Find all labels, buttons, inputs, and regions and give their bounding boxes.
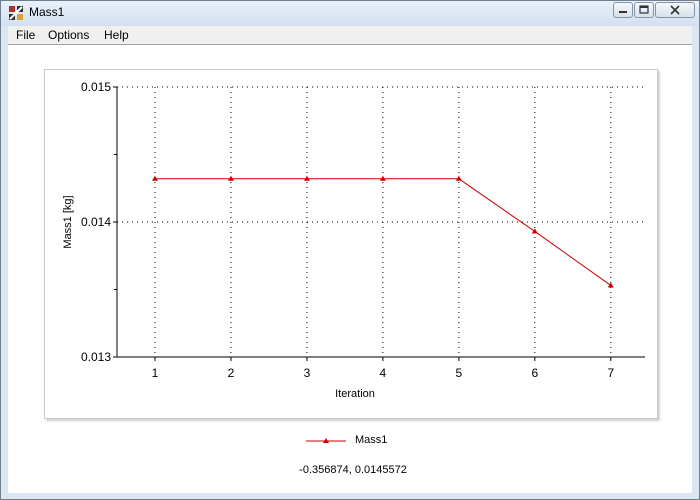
- x-tick-label: 1: [152, 366, 159, 380]
- x-tick-label: 5: [456, 366, 463, 380]
- data-point-marker: [455, 175, 462, 181]
- x-axis-label: Iteration: [335, 388, 375, 400]
- minimize-icon: [619, 11, 627, 13]
- data-point-marker: [531, 228, 538, 234]
- data-point-marker: [303, 175, 310, 181]
- plot-area: 0.013 0.014 0.015 1 2 3 4 5 6 7 Iteration Mass1 [kg…: [8, 44, 692, 493]
- data-point-marker: [379, 175, 386, 181]
- title-bar[interactable]: Mass1: [1, 1, 699, 26]
- data-point-marker: [607, 282, 614, 288]
- y-tick-label: 0.014: [81, 215, 111, 229]
- y-tick-label: 0.013: [81, 350, 111, 364]
- cursor-coordinates: -0.356874, 0.0145572: [299, 464, 407, 476]
- y-axis-label: Mass1 [kg]: [62, 195, 74, 248]
- legend: Mass1: [304, 433, 424, 449]
- window-title: Mass1: [29, 5, 65, 19]
- data-point-marker: [151, 175, 158, 181]
- close-button[interactable]: [655, 2, 695, 18]
- x-tick-label: 6: [531, 366, 538, 380]
- data-point-marker: [227, 175, 234, 181]
- menu-bar: File Options Help: [8, 26, 692, 44]
- close-icon: [670, 5, 680, 15]
- maximize-button[interactable]: [634, 2, 654, 18]
- menu-options[interactable]: Options: [48, 28, 90, 42]
- chart-frame[interactable]: 0.013 0.014 0.015 1 2 3 4 5 6 7 Iteration Mass1 [kg…: [44, 69, 658, 419]
- x-tick-label: 4: [380, 366, 387, 380]
- x-tick-label: 3: [304, 366, 311, 380]
- menu-file[interactable]: File: [16, 28, 36, 42]
- legend-label-mass1: Mass1: [355, 434, 388, 446]
- menu-help[interactable]: Help: [104, 28, 129, 42]
- x-tick-label: 7: [607, 366, 614, 380]
- line-chart[interactable]: 0.013 0.014 0.015 1 2 3 4 5 6 7 Iteration Mass1 [kg…: [45, 70, 657, 418]
- maximize-icon: [639, 5, 649, 14]
- legend-swatch-mass1: [306, 438, 346, 443]
- y-tick-label: 0.015: [81, 80, 111, 94]
- x-tick-label: 2: [228, 366, 235, 380]
- minimize-button[interactable]: [613, 2, 633, 18]
- app-icon: [9, 6, 23, 20]
